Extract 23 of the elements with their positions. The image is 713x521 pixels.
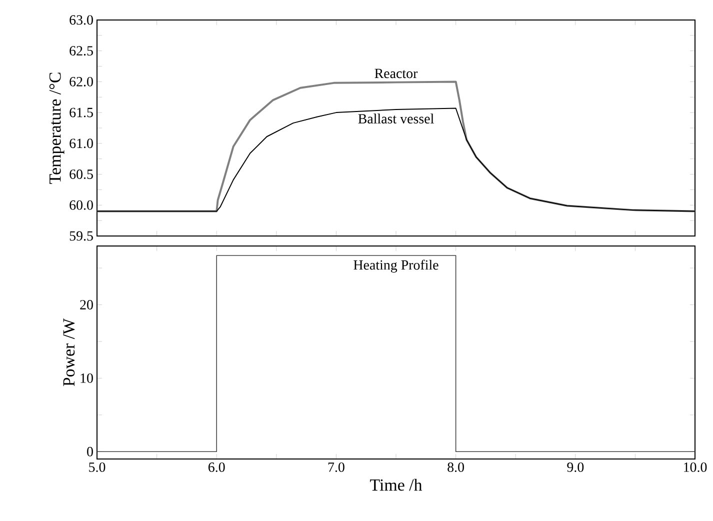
x-tick-label: 10.0: [684, 462, 707, 472]
series-label: Heating Profile: [354, 260, 438, 273]
y-axis-title: Power /W: [63, 318, 75, 386]
x-tick-label: 6.0: [208, 462, 225, 472]
y-tick-label: 10: [80, 373, 93, 383]
x-tick-label: 9.0: [567, 462, 584, 472]
y-axis-title: Temperature /°C: [49, 72, 64, 184]
y-tick-label: 60.0: [70, 200, 93, 210]
y-tick-label: 61.0: [70, 138, 93, 148]
y-tick-label: 59.5: [70, 231, 93, 241]
y-tick-label: 61.5: [70, 108, 93, 118]
x-tick-label: 7.0: [328, 462, 344, 472]
y-tick-label: 62.5: [70, 46, 93, 56]
y-tick-label: 60.5: [70, 170, 93, 180]
y-tick-label: 63.0: [70, 15, 93, 25]
x-axis-title: Time /h: [370, 478, 422, 491]
x-tick-label: 5.0: [89, 462, 106, 472]
y-tick-label: 0: [87, 446, 93, 456]
series-label: Reactor: [374, 68, 418, 78]
y-tick-label: 62.0: [70, 76, 93, 86]
x-tick-label: 8.0: [448, 462, 464, 472]
series-label: Ballast vessel: [358, 114, 434, 124]
y-tick-label: 20: [80, 300, 93, 310]
